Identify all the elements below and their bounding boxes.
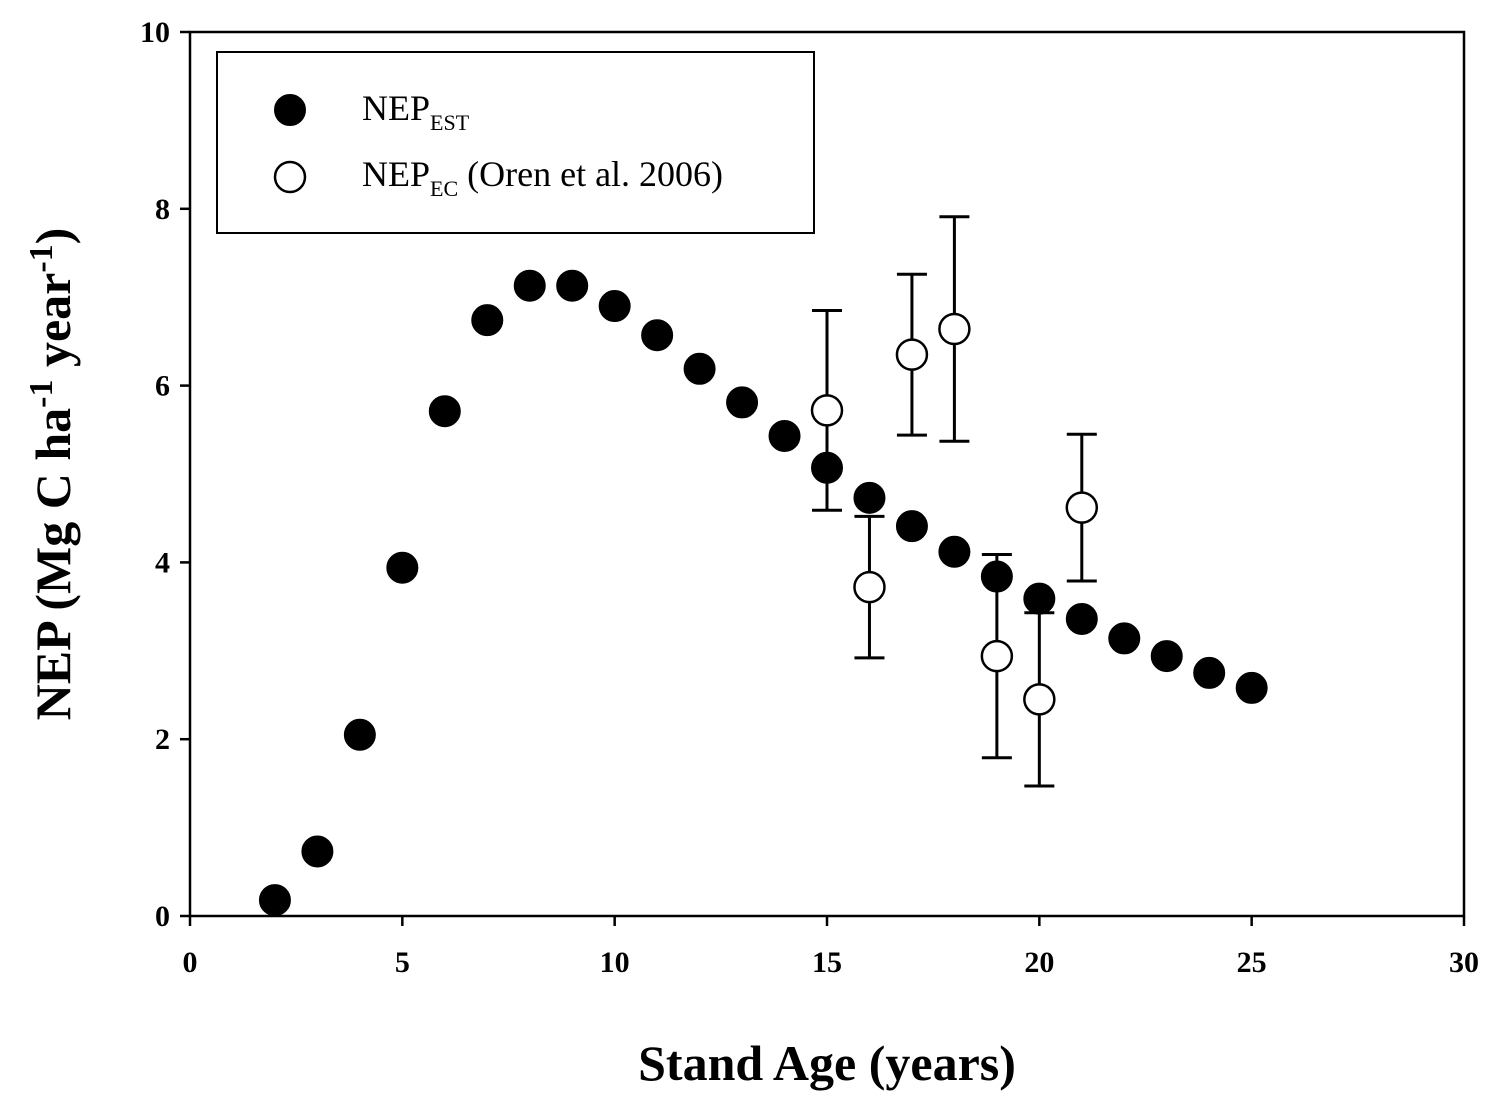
est-point	[938, 535, 971, 568]
ec-point	[810, 394, 844, 427]
y-axis-title-middle: year	[25, 273, 81, 380]
est-point	[258, 884, 291, 917]
est-point	[471, 304, 504, 337]
est-point	[683, 352, 716, 385]
y-tick-label: 2	[155, 723, 170, 756]
legend-label-ec: NEPEC (Oren et al. 2006)	[362, 154, 723, 201]
est-point	[1150, 640, 1183, 673]
x-tick-label: 10	[600, 946, 630, 979]
x-tick-label: 30	[1449, 946, 1479, 979]
y-axis-title: NEP (Mg C ha-1 year-1)	[23, 228, 81, 721]
data-points	[258, 269, 1268, 917]
est-point	[895, 510, 928, 543]
legend-marker-est	[274, 94, 306, 126]
y-tick-label: 4	[155, 546, 170, 579]
est-point	[1023, 582, 1056, 615]
est-point	[768, 419, 801, 452]
y-axis-title-sup1: -1	[23, 380, 60, 408]
x-tick-label: 5	[395, 946, 410, 979]
est-point	[513, 269, 546, 302]
est-point	[598, 290, 631, 323]
y-axis-title-suffix: )	[25, 228, 81, 245]
x-tick-label: 25	[1237, 946, 1267, 979]
ec-point	[938, 312, 971, 346]
est-point	[428, 395, 461, 428]
y-tick-label: 10	[140, 16, 170, 49]
ec-point	[853, 570, 886, 604]
est-point	[1065, 602, 1098, 635]
est-point	[980, 560, 1013, 593]
est-point	[1108, 622, 1141, 655]
est-point	[343, 718, 376, 751]
est-point	[853, 481, 886, 514]
ec-point	[1023, 683, 1056, 716]
x-tick-label: 15	[812, 946, 842, 979]
legend-marker-ec	[273, 160, 307, 194]
y-tick-label: 6	[155, 370, 170, 403]
est-point	[301, 835, 334, 868]
est-point	[1235, 671, 1268, 704]
y-tick-label: 8	[155, 193, 170, 226]
x-axis-title: Stand Age (years)	[638, 1035, 1016, 1091]
y-tick-label: 0	[155, 900, 170, 933]
legend-box	[216, 51, 815, 234]
est-point	[386, 551, 419, 584]
est-point	[556, 269, 589, 302]
est-point	[1193, 656, 1226, 689]
est-point	[726, 386, 759, 419]
x-tick-label: 20	[1024, 946, 1054, 979]
est-point	[641, 319, 674, 352]
ec-point	[1065, 491, 1099, 524]
legend-label-est: NEPEST	[362, 88, 470, 135]
axis-ticks: 0 5 10 15 20 25 30 0 2 4 6 8 10	[140, 16, 1479, 979]
y-axis-title-sup2: -1	[23, 244, 60, 272]
ec-point	[980, 639, 1014, 673]
est-point	[811, 451, 843, 484]
x-tick-label: 0	[183, 946, 198, 979]
y-axis-title-prefix: NEP (Mg C ha	[25, 408, 81, 721]
ec-point	[895, 338, 929, 371]
legend: NEPEST NEPEC (Oren et al. 2006)	[216, 51, 815, 234]
